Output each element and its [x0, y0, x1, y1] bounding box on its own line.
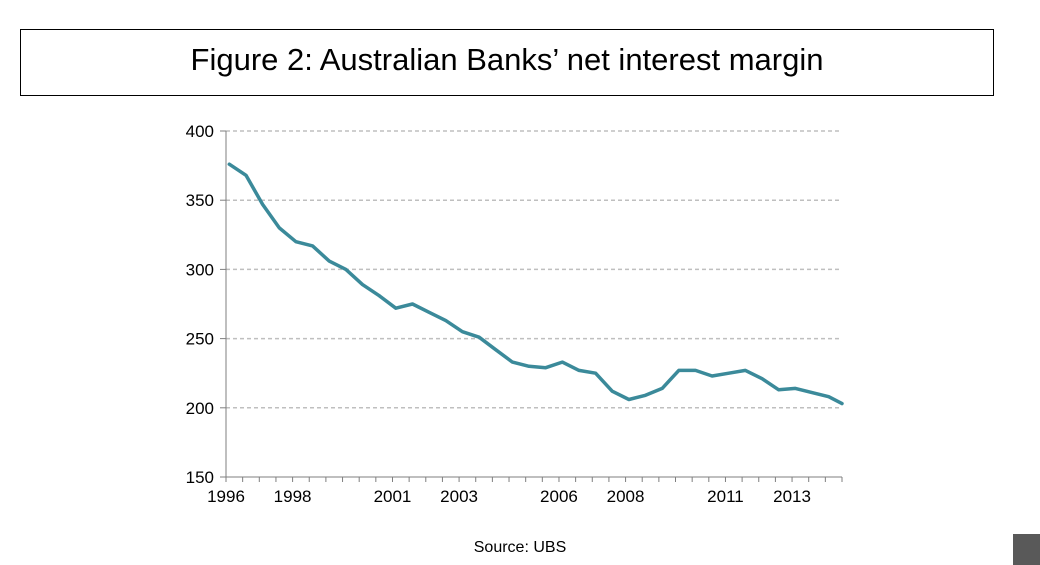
y-tick-label-400: 400 [186, 122, 214, 141]
source-note: Source: UBS [473, 539, 567, 556]
y-tick-label-300: 300 [186, 260, 214, 279]
corner-square [1013, 534, 1040, 565]
x-tick-label-2011: 2011 [707, 487, 744, 506]
series-line-0 [227, 162, 844, 406]
y-tick-label-350: 350 [186, 191, 214, 210]
chart-title: Figure 2: Australian Banks’ net interest… [190, 41, 824, 77]
y-tick-label-200: 200 [186, 399, 214, 418]
y-tick-label-150: 150 [186, 468, 214, 487]
x-tick-label-2008: 2008 [607, 487, 645, 506]
x-tick-label-2003: 2003 [440, 487, 478, 506]
x-tick-label-2006: 2006 [540, 487, 578, 506]
x-tick-label-1998: 1998 [274, 487, 312, 506]
y-tick-label-250: 250 [186, 330, 214, 349]
x-tick-label-2001: 2001 [374, 487, 412, 506]
x-tick-label-1996: 1996 [207, 487, 245, 506]
x-tick-label-2013: 2013 [773, 487, 811, 506]
chart-title-box: Figure 2: Australian Banks’ net interest… [20, 29, 994, 96]
